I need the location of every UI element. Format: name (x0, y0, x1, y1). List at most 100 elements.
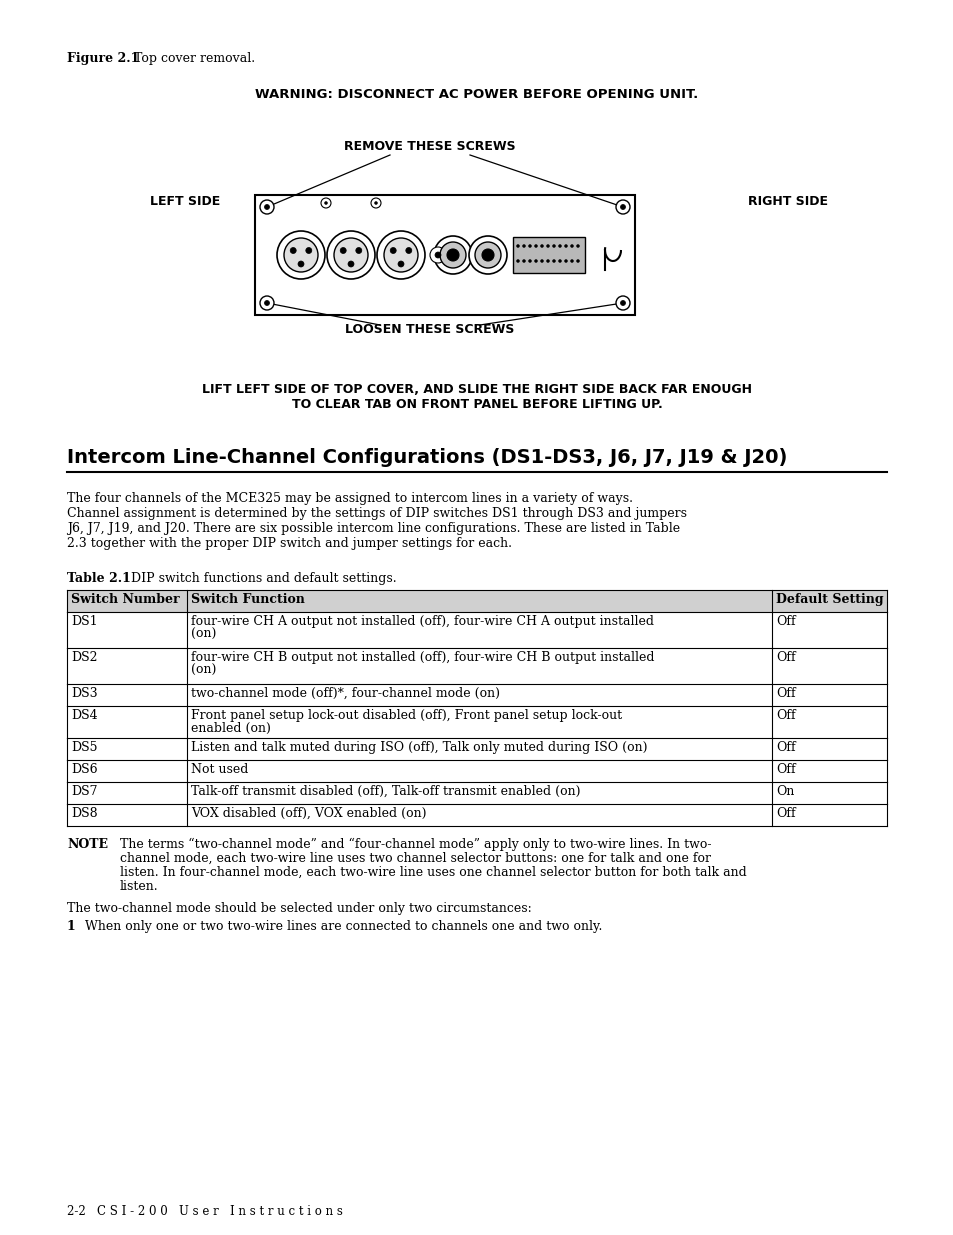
Circle shape (540, 259, 543, 263)
Circle shape (264, 300, 269, 305)
Circle shape (576, 259, 578, 263)
Text: On: On (775, 785, 794, 798)
Text: (on): (on) (191, 629, 216, 641)
Circle shape (355, 247, 361, 253)
Circle shape (290, 247, 295, 253)
Text: DS1: DS1 (71, 615, 97, 629)
Circle shape (375, 201, 377, 205)
Circle shape (390, 247, 395, 253)
Circle shape (306, 247, 312, 253)
Text: LEFT SIDE: LEFT SIDE (150, 195, 220, 207)
Text: Intercom Line-Channel Configurations (DS1-DS3, J6, J7, J19 & J20): Intercom Line-Channel Configurations (DS… (67, 448, 786, 467)
Circle shape (570, 259, 573, 263)
Circle shape (516, 259, 519, 263)
Circle shape (475, 242, 500, 268)
Circle shape (264, 205, 269, 210)
Text: DS4: DS4 (71, 709, 97, 722)
Circle shape (447, 249, 458, 261)
Text: The two-channel mode should be selected under only two circumstances:: The two-channel mode should be selected … (67, 902, 531, 915)
Circle shape (619, 205, 625, 210)
Text: DS6: DS6 (71, 763, 97, 776)
Text: J6, J7, J19, and J20. There are six possible intercom line configurations. These: J6, J7, J19, and J20. There are six poss… (67, 522, 679, 535)
Text: Off: Off (775, 763, 795, 776)
Text: Listen and talk muted during ISO (off), Talk only muted during ISO (on): Listen and talk muted during ISO (off), … (191, 741, 647, 755)
Text: LIFT LEFT SIDE OF TOP COVER, AND SLIDE THE RIGHT SIDE BACK FAR ENOUGH: LIFT LEFT SIDE OF TOP COVER, AND SLIDE T… (202, 383, 751, 396)
Text: When only one or two two-wire lines are connected to channels one and two only.: When only one or two two-wire lines are … (85, 920, 601, 932)
Circle shape (540, 245, 543, 247)
Text: Figure 2.1: Figure 2.1 (67, 52, 139, 65)
Circle shape (552, 259, 555, 263)
Circle shape (340, 247, 346, 253)
Circle shape (528, 245, 531, 247)
Circle shape (297, 261, 304, 267)
Circle shape (534, 259, 537, 263)
Bar (67, 590, 886, 613)
Text: four-wire CH A output not installed (off), four-wire CH A output installed: four-wire CH A output not installed (off… (191, 615, 654, 629)
Circle shape (552, 245, 555, 247)
Text: Off: Off (775, 687, 795, 700)
Text: Off: Off (775, 651, 795, 664)
Circle shape (564, 259, 567, 263)
Circle shape (481, 249, 494, 261)
Circle shape (260, 296, 274, 310)
Text: DS5: DS5 (71, 741, 97, 755)
Circle shape (570, 245, 573, 247)
Circle shape (435, 252, 440, 258)
Circle shape (434, 236, 472, 274)
Circle shape (320, 198, 331, 207)
Circle shape (276, 231, 325, 279)
Circle shape (534, 245, 537, 247)
Circle shape (619, 300, 625, 305)
Text: WARNING: DISCONNECT AC POWER BEFORE OPENING UNIT.: WARNING: DISCONNECT AC POWER BEFORE OPEN… (255, 88, 698, 101)
Text: 2-2   C S I - 2 0 0   U s e r   I n s t r u c t i o n s: 2-2 C S I - 2 0 0 U s e r I n s t r u c … (67, 1205, 342, 1218)
Text: 1: 1 (67, 920, 75, 932)
Circle shape (516, 245, 519, 247)
Text: Channel assignment is determined by the settings of DIP switches DS1 through DS3: Channel assignment is determined by the … (67, 508, 686, 520)
Text: two-channel mode (off)*, four-channel mode (on): two-channel mode (off)*, four-channel mo… (191, 687, 499, 700)
Circle shape (528, 259, 531, 263)
Text: DS8: DS8 (71, 806, 97, 820)
Circle shape (576, 245, 578, 247)
Circle shape (327, 231, 375, 279)
Text: Default Setting: Default Setting (775, 593, 882, 606)
Text: DS2: DS2 (71, 651, 97, 664)
Circle shape (376, 231, 424, 279)
Bar (254, 195, 635, 315)
Text: REMOVE THESE SCREWS: REMOVE THESE SCREWS (344, 140, 516, 153)
Text: Front panel setup lock-out disabled (off), Front panel setup lock-out: Front panel setup lock-out disabled (off… (191, 709, 621, 722)
Circle shape (284, 238, 317, 272)
Circle shape (405, 247, 412, 253)
Circle shape (546, 245, 549, 247)
Text: four-wire CH B output not installed (off), four-wire CH B output installed: four-wire CH B output not installed (off… (191, 651, 654, 664)
Text: TO CLEAR TAB ON FRONT PANEL BEFORE LIFTING UP.: TO CLEAR TAB ON FRONT PANEL BEFORE LIFTI… (292, 398, 661, 411)
Circle shape (522, 245, 525, 247)
Text: channel mode, each two-wire line uses two channel selector buttons: one for talk: channel mode, each two-wire line uses tw… (120, 852, 710, 864)
Circle shape (334, 238, 368, 272)
Text: Talk-off transmit disabled (off), Talk-off transmit enabled (on): Talk-off transmit disabled (off), Talk-o… (191, 785, 579, 798)
Circle shape (348, 261, 354, 267)
Text: (on): (on) (191, 664, 216, 677)
Circle shape (371, 198, 380, 207)
Circle shape (558, 259, 561, 263)
Circle shape (522, 259, 525, 263)
Text: Switch Function: Switch Function (191, 593, 305, 606)
Text: Table 2.1: Table 2.1 (67, 572, 131, 585)
Bar (513, 237, 584, 273)
Text: Off: Off (775, 741, 795, 755)
Text: DIP switch functions and default settings.: DIP switch functions and default setting… (119, 572, 396, 585)
Text: Off: Off (775, 709, 795, 722)
Circle shape (384, 238, 417, 272)
Circle shape (260, 200, 274, 214)
Text: Off: Off (775, 615, 795, 629)
Text: Not used: Not used (191, 763, 248, 776)
Text: Switch Number: Switch Number (71, 593, 179, 606)
Text: The four channels of the MCE325 may be assigned to intercom lines in a variety o: The four channels of the MCE325 may be a… (67, 492, 633, 505)
Circle shape (564, 245, 567, 247)
Circle shape (558, 245, 561, 247)
Text: DS7: DS7 (71, 785, 97, 798)
Circle shape (397, 261, 403, 267)
Text: enabled (on): enabled (on) (191, 722, 271, 735)
Text: Top cover removal.: Top cover removal. (122, 52, 254, 65)
Text: 2.3 together with the proper DIP switch and jumper settings for each.: 2.3 together with the proper DIP switch … (67, 537, 512, 550)
Circle shape (324, 201, 327, 205)
